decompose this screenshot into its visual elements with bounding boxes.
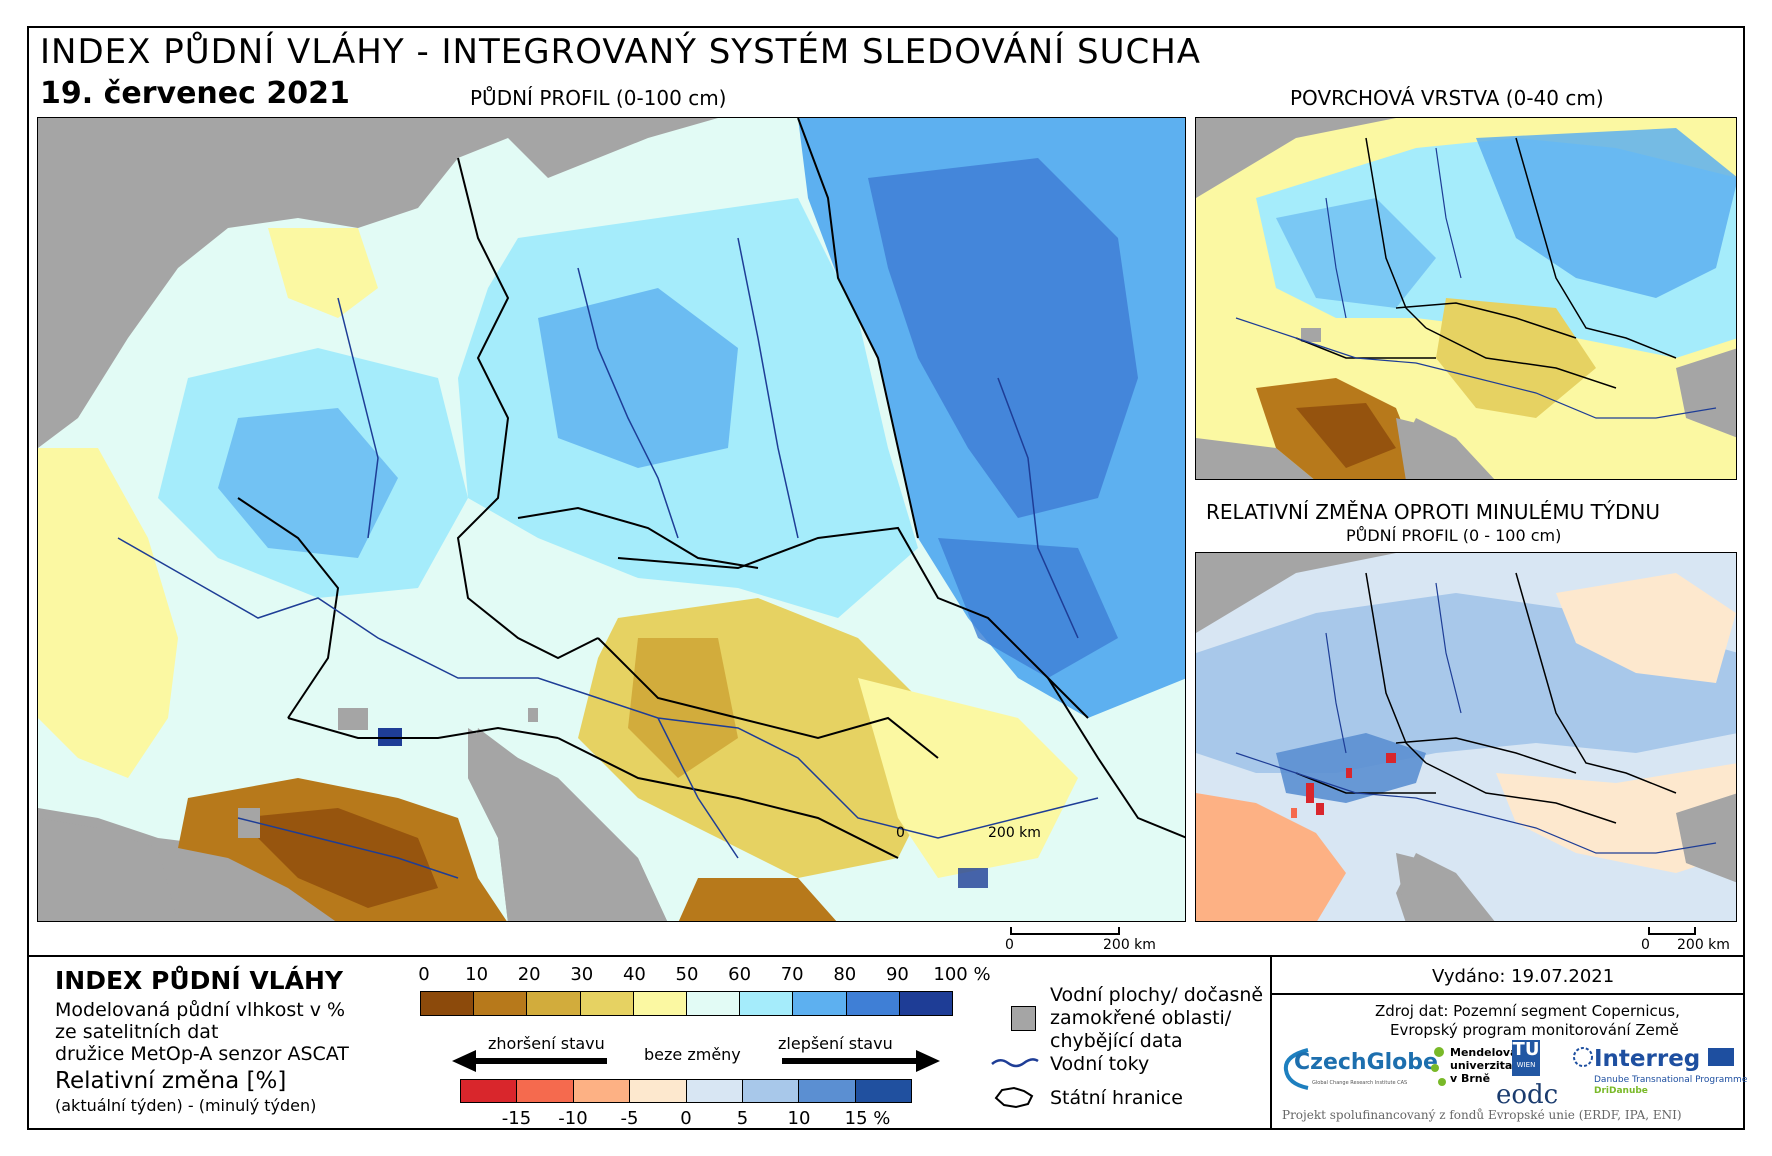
main-scale-bar: [1010, 927, 1120, 935]
index-tick-0: 0: [418, 964, 430, 985]
index-tick-7: 70: [780, 964, 804, 985]
change-tick-6: 15 %: [844, 1108, 891, 1129]
surface-map-svg: [1196, 118, 1736, 479]
index-color-class-6: [740, 992, 794, 1015]
change-map-title: RELATIVNÍ ZMĚNA OPROTI MINULÉMU TÝDNU: [1206, 500, 1661, 524]
main-map-svg: [38, 118, 1185, 921]
small-scale-zero-label: 0: [1641, 937, 1650, 953]
surface-layer-map[interactable]: [1195, 117, 1737, 480]
water-label-1: Vodní plochy/ dočasně: [1050, 984, 1264, 1006]
river-line-icon: [991, 1058, 1039, 1068]
index-tick-6: 60: [728, 964, 752, 985]
date-label: 19. červenec 2021: [40, 76, 350, 111]
change-map-subtitle: PŮDNÍ PROFIL (0 - 100 cm): [1346, 526, 1562, 545]
data-source-1: Zdroj dat: Pozemní segment Copernicus,: [1375, 1002, 1680, 1020]
change-legend-desc: (aktuální týden) - (minulý týden): [55, 1096, 317, 1115]
change-color-class-3: [630, 1080, 687, 1102]
main-scale-200: 200 km: [988, 825, 1041, 841]
index-color-class-9: [899, 992, 953, 1015]
legend-desc-1: Modelovaná půdní vlhkost v %: [55, 999, 346, 1021]
surface-map-label: POVRCHOVÁ VRSTVA (0-40 cm): [1290, 86, 1604, 110]
change-tick-0: -15: [501, 1108, 532, 1129]
index-tick-5: 50: [675, 964, 699, 985]
water-swatch: [1011, 1006, 1036, 1031]
main-scale-distance-label: 200 km: [1103, 937, 1156, 953]
main-scale-zero: 0: [896, 825, 905, 841]
index-color-class-1: [474, 992, 528, 1015]
change-color-class-1: [517, 1080, 574, 1102]
change-legend-title: Relativní změna [%]: [55, 1068, 287, 1094]
main-soil-moisture-map[interactable]: 0 200 km: [37, 117, 1186, 922]
change-colorbar: [460, 1079, 912, 1103]
water-label-2: zamokřené oblasti/: [1050, 1007, 1232, 1029]
legend-desc-2: ze satelitních dat: [55, 1021, 219, 1043]
left-arrow-icon: [452, 1050, 607, 1072]
info-separator-horizontal: [1270, 993, 1745, 995]
index-tick-10: 100 %: [933, 964, 991, 985]
eu-flag-icon: [1708, 1048, 1734, 1066]
index-tick-3: 30: [570, 964, 594, 985]
change-color-class-0: [461, 1080, 518, 1102]
small-scale-distance-label: 200 km: [1677, 937, 1730, 953]
page-frame: [27, 26, 1745, 1130]
borders-label: Státní hranice: [1050, 1087, 1183, 1109]
better-label: zlepšení stavu: [778, 1034, 893, 1053]
mendel-dots-icon: [1431, 1047, 1446, 1086]
main-map-label: PŮDNÍ PROFIL (0-100 cm): [470, 86, 727, 110]
eodc-logo: eodc: [1496, 1080, 1559, 1110]
interreg-star-icon: [1573, 1047, 1593, 1067]
index-tick-1: 10: [465, 964, 489, 985]
index-color-class-4: [633, 992, 688, 1015]
eu-cofinance-footer: Projekt spolufinancovaný z fondů Evropsk…: [1282, 1108, 1682, 1122]
index-colorbar: [420, 991, 953, 1016]
change-color-class-6: [799, 1080, 856, 1102]
change-tick-1: -10: [558, 1108, 588, 1129]
index-color-class-3: [580, 992, 634, 1015]
legend-title: INDEX PŮDNÍ VLÁHY: [55, 966, 343, 995]
czechglobe-arc-icon: [1283, 1048, 1309, 1090]
index-tick-9: 90: [885, 964, 909, 985]
no-change-label: beze změny: [644, 1045, 741, 1064]
change-color-class-4: [686, 1080, 743, 1102]
change-arrows: [452, 1050, 940, 1072]
index-color-class-2: [527, 992, 581, 1015]
index-tick-8: 80: [833, 964, 857, 985]
border-shape-icon: [994, 1086, 1034, 1109]
change-color-class-7: [855, 1080, 911, 1102]
worse-label: zhoršení stavu: [488, 1034, 605, 1053]
issued-date: Vydáno: 19.07.2021: [1432, 966, 1615, 987]
main-scale-zero-label: 0: [1005, 937, 1014, 953]
index-color-class-5: [687, 992, 741, 1015]
relative-change-map[interactable]: [1195, 552, 1737, 922]
small-scale-bar: [1648, 927, 1696, 935]
legend-separator: [27, 955, 1745, 957]
change-tick-2: -5: [620, 1108, 639, 1129]
index-color-class-8: [846, 992, 900, 1015]
info-separator-vertical: [1270, 955, 1272, 1130]
index-color-class-0: [421, 992, 475, 1015]
change-color-class-2: [573, 1080, 631, 1102]
right-arrow-icon: [782, 1050, 940, 1072]
change-tick-5: 10: [787, 1108, 811, 1129]
rivers-label: Vodní toky: [1050, 1053, 1150, 1075]
tu-wien-logo: TU WIEN: [1512, 1040, 1540, 1076]
data-source-2: Evropský program monitorování Země: [1390, 1021, 1679, 1039]
water-label-3: chybějící data: [1050, 1030, 1183, 1052]
change-color-class-5: [742, 1080, 800, 1102]
index-tick-4: 40: [622, 964, 646, 985]
legend-desc-3: družice MetOp-A senzor ASCAT: [55, 1043, 349, 1065]
change-map-svg: [1196, 553, 1736, 921]
change-tick-3: 0: [680, 1108, 692, 1129]
index-color-class-7: [793, 992, 847, 1015]
index-tick-2: 20: [517, 964, 541, 985]
page-title: INDEX PŮDNÍ VLÁHY - INTEGROVANÝ SYSTÉM S…: [40, 32, 1202, 72]
change-tick-4: 5: [736, 1108, 749, 1129]
